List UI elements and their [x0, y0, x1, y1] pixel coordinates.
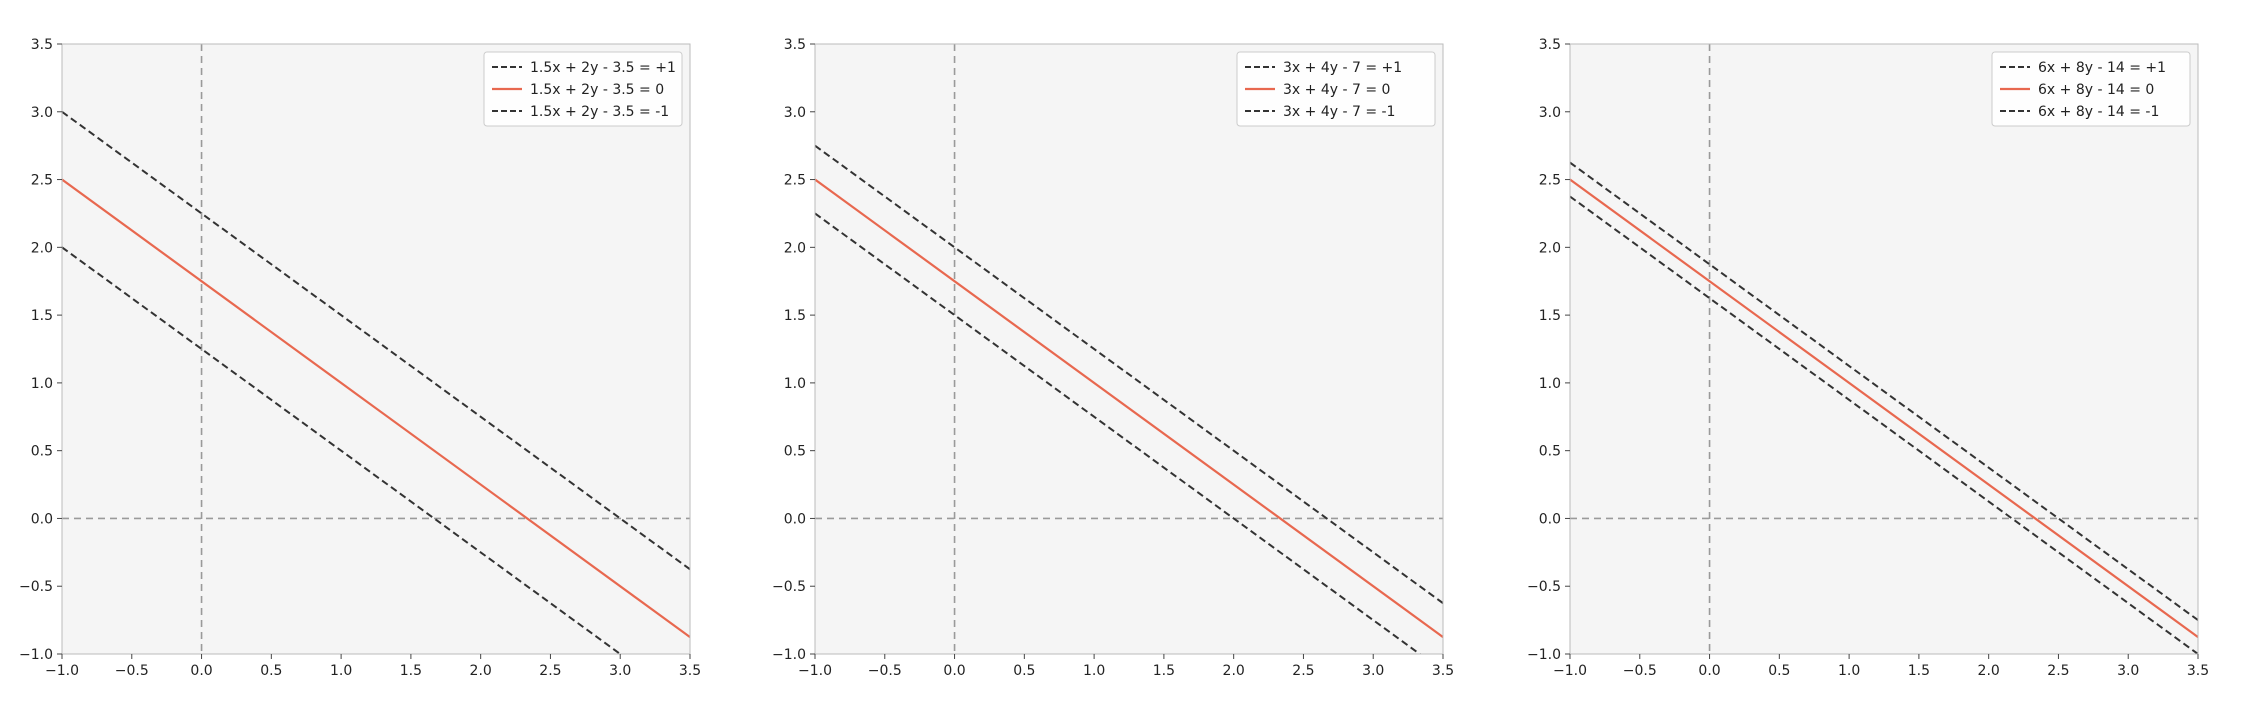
y-tick-label: 1.0	[31, 376, 53, 392]
x-tick-label: 0.0	[190, 663, 212, 679]
x-tick-label: −1.0	[45, 663, 79, 679]
y-tick-label: 0.0	[31, 511, 53, 527]
x-tick-label: 0.5	[260, 663, 282, 679]
x-tick-label: 1.5	[400, 663, 422, 679]
margin-line-minus	[815, 212, 1422, 654]
legend-entry: 6x + 8y - 14 = 0	[2038, 82, 2154, 98]
y-tick-label: 0.0	[784, 511, 806, 527]
x-tick-label: 1.5	[1908, 663, 1930, 679]
x-tick-label: 0.5	[1768, 663, 1790, 679]
legend: 6x + 8y - 14 = +1 6x + 8y - 14 = 0 6x + 8y…	[1991, 51, 2191, 127]
y-tick-label: 3.0	[31, 105, 53, 121]
x-tick-label: 2.5	[1292, 663, 1314, 679]
plot-frame	[61, 43, 691, 655]
x-tick-label: 0.0	[1698, 663, 1720, 679]
decision-boundary-line	[815, 178, 1443, 638]
legend-entry: 6x + 8y - 14 = +1	[2038, 60, 2166, 76]
y-tick-label: −0.5	[19, 579, 53, 595]
x-tick-label: 0.5	[1013, 663, 1035, 679]
plot-area	[1570, 44, 2198, 654]
x-tick-label: −1.0	[798, 663, 832, 679]
x-tick-label: 0.0	[943, 663, 965, 679]
y-tick-label: 2.0	[784, 240, 806, 256]
y-tick-label: 1.5	[1539, 308, 1561, 324]
x-tick-label: 1.5	[1153, 663, 1175, 679]
decision-boundary-line	[1570, 178, 2198, 638]
margin-line-minus	[1570, 195, 2198, 654]
y-tick-label: −1.0	[19, 647, 53, 663]
y-tick-label: −0.5	[772, 579, 806, 595]
legend-box	[483, 51, 683, 127]
margin-line-plus	[815, 144, 1443, 604]
x-tick-label: −0.5	[115, 663, 149, 679]
x-tick-label: 3.5	[2187, 663, 2209, 679]
margin-line-plus	[62, 110, 690, 571]
legend-box	[1991, 51, 2191, 127]
y-tick-label: 0.0	[1539, 511, 1561, 527]
plot-area	[62, 44, 690, 654]
y-tick-label: −1.0	[1527, 647, 1561, 663]
plot-area	[815, 44, 1443, 654]
legend-box	[1236, 51, 1436, 127]
x-tick-label: 2.0	[470, 663, 492, 679]
x-tick-label: −0.5	[1623, 663, 1657, 679]
y-tick-label: 2.0	[31, 240, 53, 256]
x-tick-label: 2.5	[539, 663, 561, 679]
x-tick-label: 3.5	[679, 663, 701, 679]
x-tick-label: −1.0	[1553, 663, 1587, 679]
y-tick-label: 3.5	[784, 37, 806, 53]
x-tick-label: 3.0	[609, 663, 631, 679]
legend: 3x + 4y - 7 = +1 3x + 4y - 7 = 0 3x + 4y -…	[1236, 51, 1436, 127]
x-tick-label: 2.5	[2047, 663, 2069, 679]
plot-frame	[1569, 43, 2199, 655]
chart-panel-2: −1.0 −0.5 0.0 0.5 1.0 1.5 2.0 2.5 3.0 3.5 −1.0 −0.5…	[772, 37, 1454, 679]
x-tick-label: 1.0	[1838, 663, 1860, 679]
y-tick-label: 3.5	[1539, 37, 1561, 53]
y-tick-label: 1.5	[31, 308, 53, 324]
y-tick-label: 3.5	[31, 37, 53, 53]
y-tick-label: 2.5	[31, 173, 53, 189]
y-tick-label: 0.5	[784, 444, 806, 460]
x-tick-label: 2.0	[1223, 663, 1245, 679]
x-tick-label: 1.0	[1083, 663, 1105, 679]
y-tick-label: 0.5	[31, 444, 53, 460]
x-tick-label: 3.5	[1432, 663, 1454, 679]
y-tick-label: 1.0	[1539, 376, 1561, 392]
x-tick-label: 1.0	[330, 663, 352, 679]
plot-frame	[814, 43, 1444, 655]
y-tick-label: 3.0	[784, 105, 806, 121]
y-tick-label: 1.0	[784, 376, 806, 392]
legend-entry: 1.5x + 2y - 3.5 = -1	[530, 104, 669, 120]
margin-line-plus	[1570, 161, 2198, 621]
y-tick-label: 2.0	[1539, 240, 1561, 256]
x-tick-label: 2.0	[1978, 663, 2000, 679]
y-tick-label: 1.5	[784, 308, 806, 324]
y-tick-label: −0.5	[1527, 579, 1561, 595]
y-tick-label: 2.5	[784, 173, 806, 189]
y-tick-label: −1.0	[772, 647, 806, 663]
legend: 1.5x + 2y - 3.5 = +1 1.5x + 2y - 3.5 = 0 1…	[483, 51, 683, 127]
legend-entry: 1.5x + 2y - 3.5 = 0	[530, 82, 664, 98]
legend-entry: 3x + 4y - 7 = -1	[1283, 104, 1395, 120]
y-tick-label: 3.0	[1539, 105, 1561, 121]
y-tick-label: 2.5	[1539, 173, 1561, 189]
decision-boundary-line	[62, 178, 690, 638]
x-tick-label: 3.0	[2117, 663, 2139, 679]
chart-panel-3: −1.0 −0.5 0.0 0.5 1.0 1.5 2.0 2.5 3.0 3.5 −1.0 −0.5…	[1527, 37, 2209, 679]
legend-entry: 3x + 4y - 7 = +1	[1283, 60, 1402, 76]
legend-entry: 3x + 4y - 7 = 0	[1283, 82, 1390, 98]
legend-entry: 1.5x + 2y - 3.5 = +1	[530, 60, 676, 76]
margin-line-minus	[62, 246, 622, 654]
legend-entry: 6x + 8y - 14 = -1	[2038, 104, 2159, 120]
x-tick-label: 3.0	[1362, 663, 1384, 679]
y-tick-label: 0.5	[1539, 444, 1561, 460]
x-tick-label: −0.5	[868, 663, 902, 679]
chart-panel-1: −1.0 −0.5 0.0 0.5 1.0 1.5 2.0 2.5 3.0 3.5 −1.0 −0.5…	[19, 37, 701, 679]
